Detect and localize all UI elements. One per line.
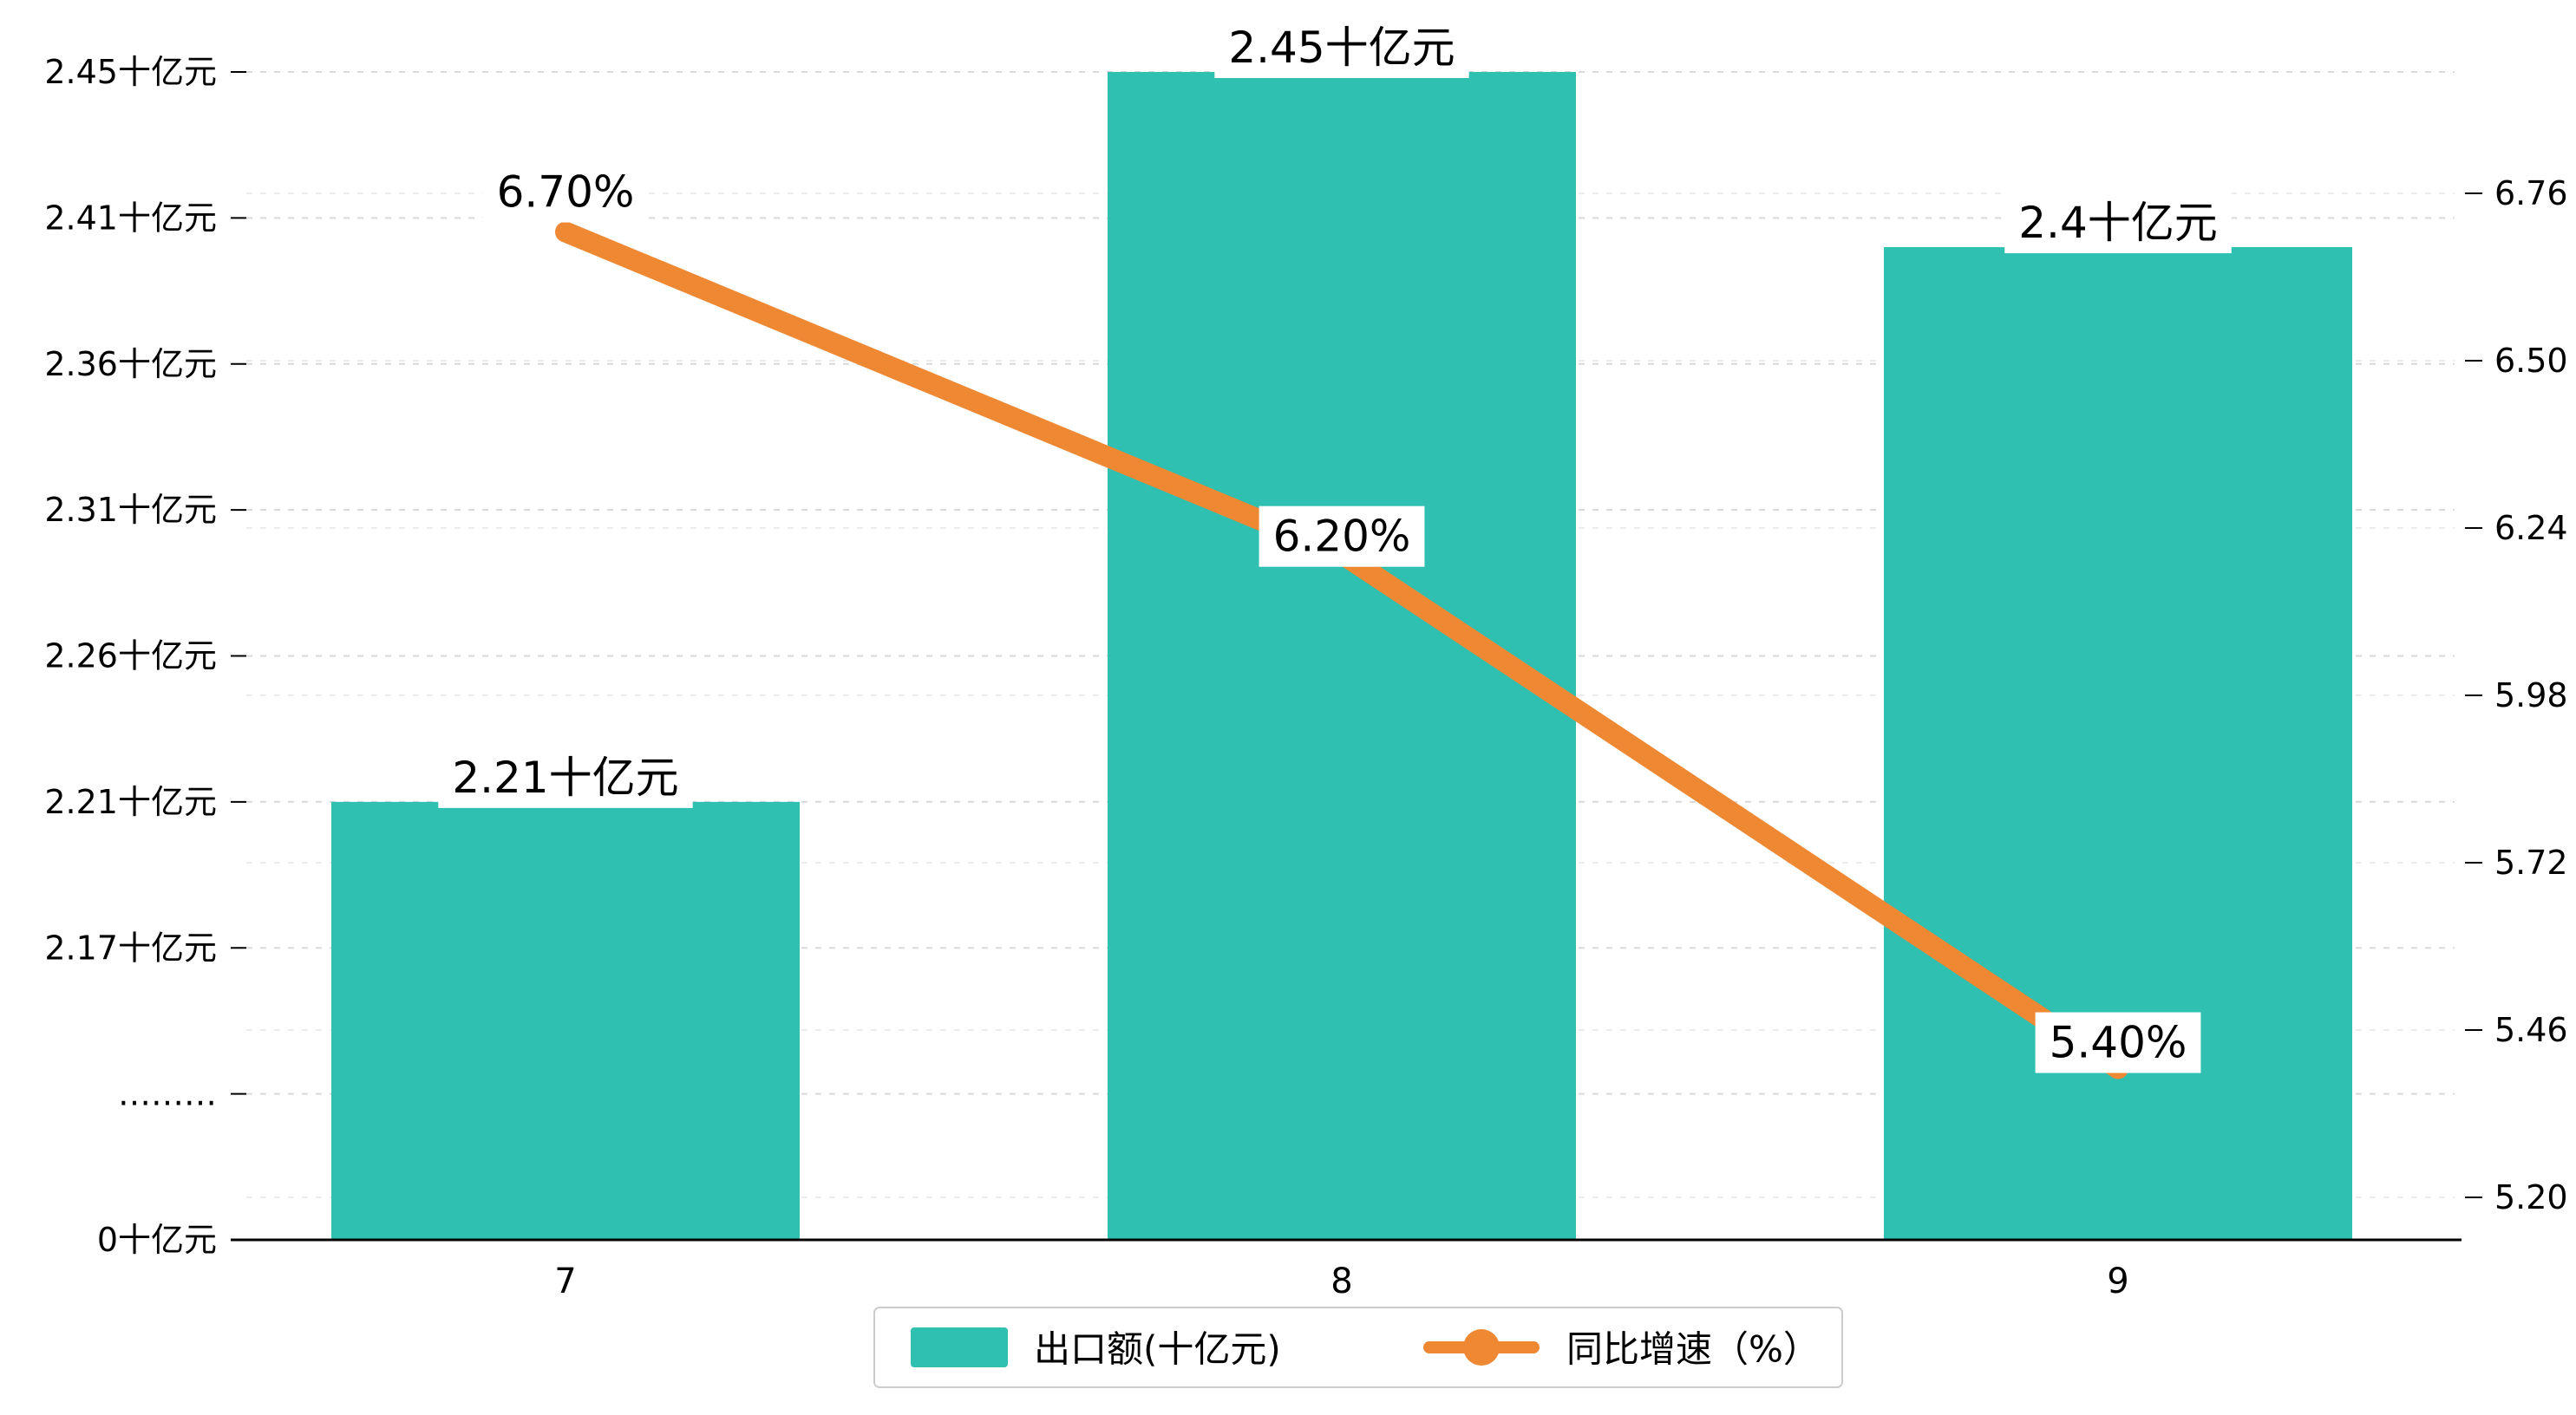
legend-bar-swatch-icon — [911, 1327, 1008, 1367]
bar-9 — [1884, 247, 2352, 1240]
right-axis-tick-label: 5.46 — [2494, 1011, 2568, 1049]
data-label-line-9: 5.40% — [2050, 1018, 2187, 1068]
data-labels: 2.21十亿元 2.45十亿元 2.4十亿元 6.70% 6.20% 5.40% — [438, 17, 2232, 1073]
data-label-bg — [2035, 1012, 2201, 1073]
data-label-bar-9: 2.4十亿元 — [2018, 198, 2218, 248]
left-axis-tick-label: 0十亿元 — [97, 1221, 217, 1259]
axes: 2.45十亿元 2.41十亿元 2.36十亿元 2.31十亿元 2.26十亿元 2.21十… — [44, 53, 2567, 1301]
legend: 出口额(十亿元) 同比增速（%） — [873, 1307, 1843, 1388]
right-axis-tick-label: 5.72 — [2494, 844, 2568, 882]
x-axis-tick-label: 8 — [1330, 1262, 1352, 1301]
left-axis-tick-label: 2.45十亿元 — [44, 53, 217, 91]
data-label-bg — [1214, 17, 1469, 78]
legend-dot-marker-icon — [1463, 1329, 1500, 1366]
legend-label-export-value: 出口额(十亿元) — [1034, 1328, 1281, 1371]
right-axis-tick-label: 6.50 — [2494, 342, 2568, 380]
left-axis-tick-label: ……… — [118, 1075, 217, 1113]
data-label-bg — [1259, 505, 1425, 567]
data-label-bar-8: 2.45十亿元 — [1228, 23, 1455, 73]
legend-label-growth-rate: 同比增速（%） — [1566, 1328, 1820, 1371]
right-axis-tick-label: 5.20 — [2494, 1178, 2568, 1216]
legend-item-export-value[interactable]: 出口额(十亿元) — [911, 1327, 1281, 1371]
x-axis-tick-label: 7 — [554, 1262, 576, 1301]
data-label-bg — [438, 747, 693, 808]
bar-7 — [331, 801, 800, 1240]
legend-box — [873, 1307, 1843, 1388]
legend-item-growth-rate[interactable]: 同比增速（%） — [1423, 1328, 1820, 1371]
left-axis-tick-label: 2.21十亿元 — [44, 783, 217, 821]
left-axis-tick-label: 2.26十亿元 — [44, 637, 217, 675]
data-label-line-8: 6.20% — [1273, 512, 1411, 562]
left-axis-tick-label: 2.17十亿元 — [44, 929, 217, 967]
left-axis-tick-label: 2.36十亿元 — [44, 345, 217, 383]
right-axis-tick-label: 6.76 — [2494, 174, 2568, 212]
data-label-bar-7: 2.21十亿元 — [452, 753, 678, 803]
left-axis-tick-label: 2.41十亿元 — [44, 199, 217, 237]
data-label-bg — [482, 161, 649, 223]
data-label-line-7: 6.70% — [497, 167, 635, 218]
x-axis-tick-label: 9 — [2107, 1262, 2128, 1301]
left-axis-tick-label: 2.31十亿元 — [44, 491, 217, 529]
data-label-bg — [2004, 192, 2232, 254]
right-axis-tick-label: 5.98 — [2494, 676, 2568, 714]
right-axis-tick-label: 6.24 — [2494, 509, 2568, 547]
